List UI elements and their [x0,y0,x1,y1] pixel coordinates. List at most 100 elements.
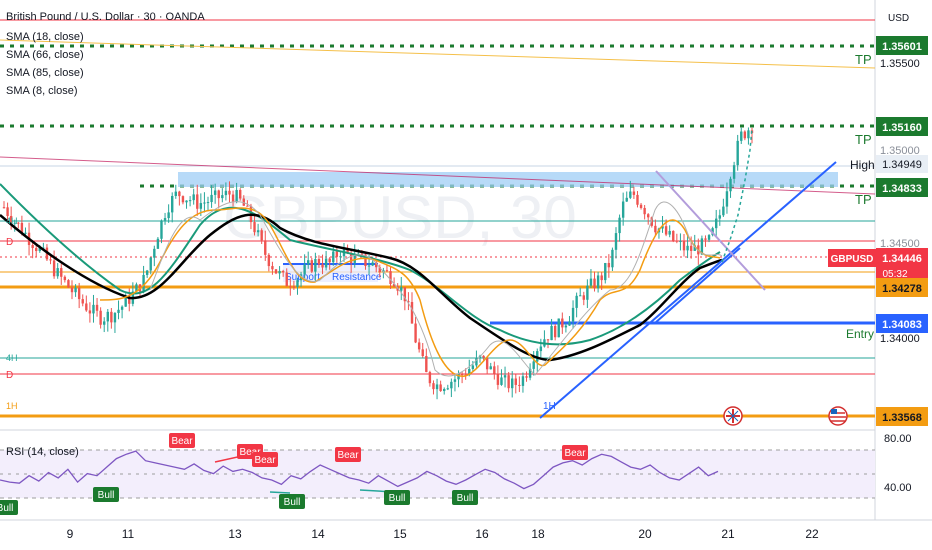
candle-body [611,249,614,268]
candle-body [56,268,59,277]
candle-body [679,241,682,243]
candle-body [314,259,317,272]
price-tick-2: 1.35000 [880,145,920,157]
price-tag-tp1: 1.35601 [876,36,928,55]
candle-body [9,215,13,224]
candle-body [264,240,267,255]
resistance-zone [178,172,838,187]
time-axis: 9 11 13 14 15 16 18 20 21 22 [67,527,819,541]
candle-body [747,130,750,139]
indicator-sma8[interactable]: SMA (8, close) [6,85,78,97]
candle-body [321,264,324,268]
candle-body [13,222,16,224]
candle-body [271,266,274,270]
candle-body [736,140,739,166]
candle-body [407,301,410,303]
bear-badge-bg [562,445,588,460]
us-flag-icon[interactable] [828,406,848,426]
countdown: 05:32 [882,269,907,280]
candle-body [274,269,278,274]
candle-body [564,325,568,328]
bear-badge: Bear [564,448,586,459]
bull-badge: Bull [389,493,406,504]
candle-body [743,131,747,139]
candle-body [579,295,582,297]
bear-badge: Bear [337,450,359,461]
candle-body [485,357,489,370]
candle-body [435,384,439,390]
indicator-sma18[interactable]: SMA (18, close) [6,31,84,43]
candle-body [639,204,643,208]
candle-body [650,217,653,226]
candle-body [664,226,668,235]
time-tick: 15 [393,527,407,541]
price-tag-tp3: 1.34833 [876,178,928,197]
candle-body [596,275,600,289]
candle-body [725,191,729,207]
candle-body [553,325,557,338]
candle-body [210,194,213,203]
sma18-line [99,207,721,377]
candle-body [414,323,417,343]
candle-body [163,218,167,221]
candle-body [178,191,181,197]
candle-body [732,165,736,179]
candle-body [511,378,514,389]
candle-body [668,230,671,235]
candle-body [346,248,349,254]
symbol-watermark: GBPUSD, 30 [223,184,576,251]
candle-body [425,356,428,373]
candle-body [317,259,321,265]
candle-body [38,247,41,252]
candle-body [77,287,81,300]
bull-divergence-line-1 [269,491,291,494]
candle-body [471,365,475,369]
candle-body [60,268,63,277]
candle-body [231,194,235,202]
long-descending-yellow [0,39,876,69]
candle-body [493,366,496,374]
candle-body [589,278,593,286]
candle-body [357,253,360,255]
svg-text:1.34083: 1.34083 [882,319,922,331]
candle-body [199,203,203,209]
candle-body [92,304,95,314]
svg-text:1.35160: 1.35160 [882,122,922,134]
tf-4h-lower: 4H [6,353,18,363]
candle-body [310,260,313,272]
candle-body [582,295,585,300]
candle-body [2,207,6,209]
candle-body [113,312,117,323]
tp1-label: TP [855,52,872,67]
candle-body [460,374,464,376]
candle-body [457,374,460,380]
candlestick-series [2,127,754,400]
candle-body [285,272,288,287]
candle-body [618,217,621,234]
candle-body [643,207,646,215]
time-tick: 22 [805,527,819,541]
rsi-label[interactable]: RSI (14, close) [6,446,79,458]
candle-body [722,206,725,216]
one-h-label: 1H [543,401,556,412]
time-tick: 13 [228,527,242,541]
candle-body [349,253,353,263]
candle-body [632,191,636,195]
indicator-sma66[interactable]: SMA (66, close) [6,49,84,61]
candle-body [99,310,102,325]
candle-body [489,366,492,370]
svg-text:1.34833: 1.34833 [882,183,922,195]
candle-body [443,388,446,392]
candle-body [289,286,292,288]
price-tick-1: 1.35500 [880,58,920,70]
candle-body [704,238,707,240]
currency-label[interactable]: USD [888,13,909,24]
candle-body [417,342,421,350]
indicator-sma85[interactable]: SMA (85, close) [6,67,84,79]
price-tag-tp2: 1.35160 [876,117,928,136]
candle-body [740,131,743,141]
candle-body [621,201,625,218]
ascending-trendline-upper [654,247,741,324]
uk-flag-icon[interactable] [723,406,743,426]
sma85-line [0,213,723,362]
